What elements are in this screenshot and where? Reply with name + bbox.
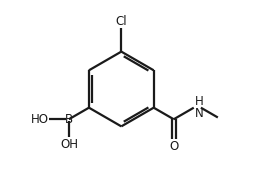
- Text: OH: OH: [60, 138, 78, 151]
- Text: Cl: Cl: [116, 15, 127, 28]
- Text: B: B: [65, 113, 73, 126]
- Text: HO: HO: [31, 113, 49, 126]
- Text: O: O: [169, 140, 178, 153]
- Text: H
N: H N: [195, 95, 203, 120]
